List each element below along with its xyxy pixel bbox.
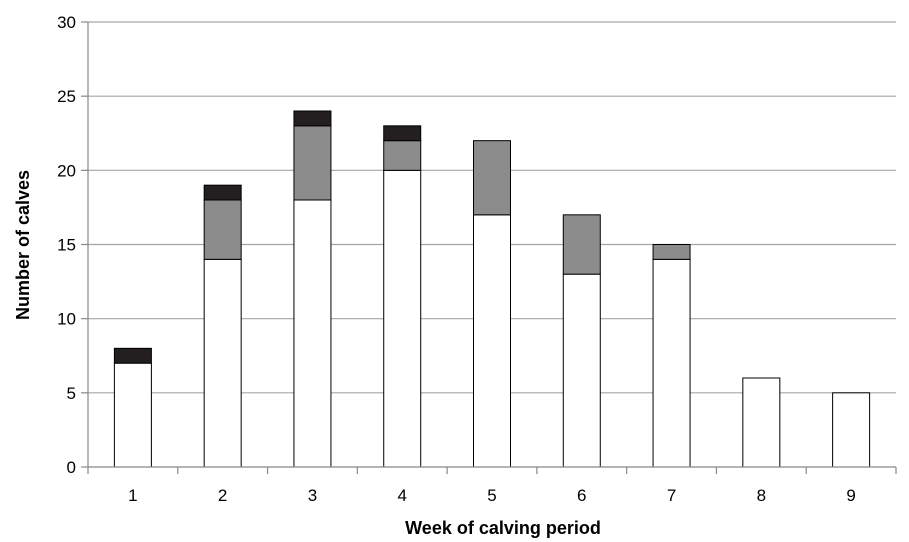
bar-week-6-segment-2 <box>562 214 601 275</box>
y-tick-label-10: 10 <box>57 310 76 329</box>
bar-week-5-segment-2 <box>473 140 511 216</box>
bar-week-7-segment-1 <box>652 258 691 468</box>
bar-week-5-segment-1 <box>473 214 511 468</box>
bar-week-6-segment-1 <box>562 273 601 468</box>
bar-week-7-segment-2 <box>652 244 691 260</box>
x-tick-label-8: 8 <box>757 486 766 505</box>
y-tick-labels: 0 5 10 15 20 25 30 <box>57 13 76 477</box>
x-tick-label-3: 3 <box>308 486 317 505</box>
x-tick-labels: 1 2 3 4 5 6 7 8 9 <box>128 486 856 505</box>
bar-week-1-segment-1 <box>113 362 152 468</box>
bar-week-4-segment-3 <box>383 125 422 142</box>
bar-week-3-segment-1 <box>293 199 332 468</box>
bars <box>113 110 871 468</box>
bar-week-2-segment-1 <box>203 258 242 468</box>
bar-week-1-segment-3 <box>113 347 152 364</box>
x-tick-label-1: 1 <box>128 486 137 505</box>
y-tick-label-0: 0 <box>67 458 76 477</box>
x-axis-title: Week of calving period <box>405 518 601 538</box>
bar-week-2-segment-3 <box>203 184 242 201</box>
x-tick-label-4: 4 <box>397 486 406 505</box>
bar-week-4-segment-1 <box>383 169 422 468</box>
x-tick-label-9: 9 <box>846 486 855 505</box>
y-tick-label-15: 15 <box>57 236 76 255</box>
y-tick-label-20: 20 <box>57 161 76 180</box>
y-axis-title: Number of calves <box>13 170 33 320</box>
bar-week-2-segment-2 <box>203 199 242 260</box>
bar-week-4-segment-2 <box>383 140 422 171</box>
bar-week-8-segment-1 <box>742 377 781 468</box>
y-tick-label-5: 5 <box>67 384 76 403</box>
bar-week-9-segment-1 <box>832 392 871 468</box>
axes <box>81 21 897 474</box>
x-tick-label-5: 5 <box>487 486 496 505</box>
y-tick-label-30: 30 <box>57 13 76 32</box>
x-tick-label-2: 2 <box>218 486 227 505</box>
x-tick-label-7: 7 <box>667 486 676 505</box>
bar-week-3-segment-2 <box>293 125 332 201</box>
y-tick-label-25: 25 <box>57 87 76 106</box>
x-tick-label-6: 6 <box>577 486 586 505</box>
bar-week-3-segment-3 <box>293 110 332 127</box>
